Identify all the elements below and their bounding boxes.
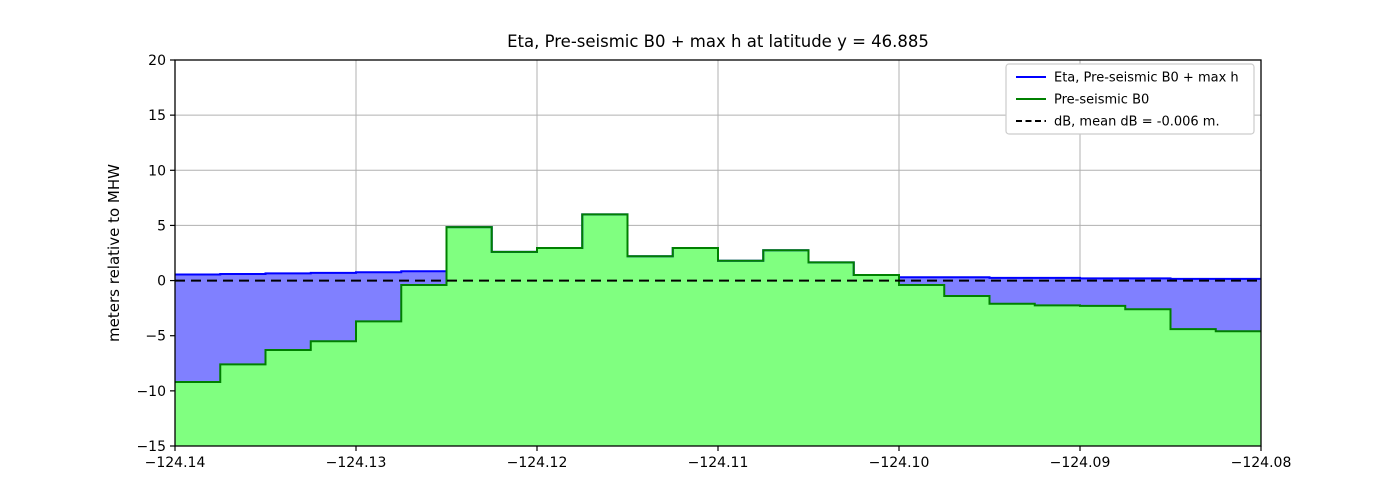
y-tick-label: 5 [157, 218, 166, 234]
y-tick-label: −5 [145, 329, 166, 345]
legend-box [1005, 63, 1255, 135]
y-tick-label: 20 [148, 53, 166, 69]
x-tick-label: −124.11 [688, 455, 749, 471]
y-tick-label: −15 [136, 439, 166, 455]
y-tick-label: 15 [148, 108, 166, 124]
x-tick-label: −124.09 [1050, 455, 1111, 471]
y-axis-label: meters relative to MHW [105, 164, 123, 342]
x-tick-label: −124.12 [507, 455, 568, 471]
x-tick-label: −124.08 [1231, 455, 1292, 471]
legend-label: Pre-seismic B0 [1054, 93, 1149, 108]
tick-labels: −124.14 −124.13 −124.12 −124.11 −124.10 −124.… [136, 53, 1291, 471]
series-lines [175, 213, 1261, 384]
legend-label: Eta, Pre-seismic B0 + max h [1054, 71, 1239, 86]
x-tick-label: −124.10 [869, 455, 930, 471]
y-tick-label: 0 [157, 274, 166, 290]
axes-frame [170, 59, 1262, 451]
x-tick-label: −124.13 [326, 455, 387, 471]
y-tick-label: 10 [148, 163, 166, 179]
legend: Eta, Pre-seismic B0 + max h Pre-seismic B… [1005, 63, 1255, 135]
y-tick-label: −10 [136, 384, 166, 400]
chart-title: Eta, Pre-seismic B0 + max h at latitude … [507, 32, 929, 51]
series-line [175, 213, 1261, 384]
x-tick-label: −124.14 [145, 455, 206, 471]
legend-label: dB, mean dB = -0.006 m. [1054, 115, 1220, 130]
